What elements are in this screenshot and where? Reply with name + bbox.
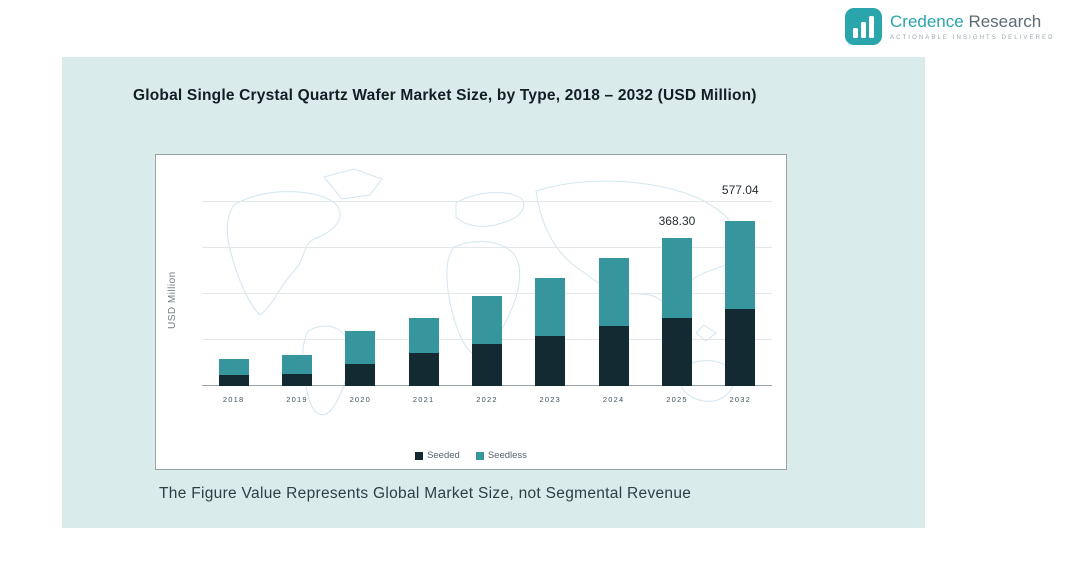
bar-segment-seedless-2022 — [471, 296, 502, 344]
x-axis-label-2021: 2021 — [412, 395, 435, 404]
bar-chart-logo-icon — [845, 8, 882, 45]
legend-swatch-seeded — [415, 451, 424, 460]
bar-2023 — [535, 278, 566, 386]
bar-group-2025: 368.30 2025 — [645, 155, 708, 404]
footnote: The Figure Value Represents Global Marke… — [159, 485, 692, 502]
bar-segment-seeded-2020 — [345, 364, 376, 386]
bar-group-2020: 2020 — [329, 155, 392, 404]
bar-2022 — [471, 296, 502, 386]
brand-name-primary: Credence — [890, 12, 964, 31]
x-axis-label-2018: 2018 — [222, 395, 245, 404]
bar-segment-seeded-2032 — [725, 309, 756, 386]
x-axis-label-2019: 2019 — [286, 395, 308, 404]
brand-tagline: Actionable Insights Delivered — [890, 35, 1055, 41]
bar-group-2021: 2021 — [392, 155, 455, 404]
x-axis-label-2025: 2025 — [666, 395, 688, 404]
legend: Seeded Seedless — [156, 450, 786, 461]
bar-2018 — [218, 359, 249, 386]
legend-swatch-seedless — [475, 451, 484, 460]
data-label-2025: 368.30 — [658, 214, 696, 228]
bar-segment-seeded-2025 — [661, 318, 692, 386]
bar-segment-seedless-2024 — [598, 258, 629, 326]
x-axis-label-2020: 2020 — [349, 395, 372, 404]
bar-group-2018: 2018 — [202, 155, 265, 404]
legend-label-seeded: Seeded — [427, 450, 460, 461]
brand-name-secondary: Research — [968, 12, 1042, 31]
bar-segment-seedless-2019 — [281, 355, 312, 374]
x-axis-label-2032: 2032 — [729, 395, 752, 404]
bar-segment-seedless-2018 — [218, 359, 249, 375]
y-axis-title: USD Million — [167, 271, 178, 329]
x-axis-label-2022: 2022 — [476, 395, 498, 404]
bar-segment-seedless-2021 — [408, 318, 439, 353]
chart-plot-area: USD Million 2018 2019 2020 2021 2022 2023 2024… — [155, 154, 787, 470]
bars: 2018 2019 2020 2021 2022 2023 2024 368.30 2025 57… — [202, 155, 772, 404]
gridline — [202, 247, 772, 248]
brand-name: Credence Research — [890, 12, 1055, 32]
chart-title: Global Single Crystal Quartz Wafer Marke… — [133, 87, 757, 104]
data-label-2032: 577.04 — [721, 183, 759, 197]
x-axis-label-2023: 2023 — [539, 395, 562, 404]
legend-label-seedless: Seedless — [487, 450, 527, 461]
legend-item-seedless: Seedless — [475, 450, 527, 461]
bar-2025 — [661, 238, 692, 386]
bar-segment-seedless-2020 — [345, 331, 376, 364]
bar-segment-seeded-2018 — [218, 375, 249, 386]
bar-segment-seedless-2025 — [661, 238, 692, 318]
bar-segment-seedless-2023 — [535, 278, 566, 336]
bar-group-2023: 2023 — [519, 155, 582, 404]
bar-2032 — [725, 221, 756, 386]
bar-2019 — [281, 355, 312, 386]
gridline — [202, 293, 772, 294]
x-axis-label-2024: 2024 — [602, 395, 625, 404]
bar-segment-seeded-2019 — [281, 374, 312, 386]
bar-segment-seedless-2032 — [725, 221, 756, 309]
chart-panel: Global Single Crystal Quartz Wafer Marke… — [62, 57, 925, 528]
logo-text: Credence Research Actionable Insights De… — [890, 8, 1055, 41]
bar-2021 — [408, 318, 439, 386]
gridline — [202, 201, 772, 202]
bar-segment-seeded-2021 — [408, 353, 439, 386]
bar-group-2022: 2022 — [455, 155, 518, 404]
logo-bar-medium — [861, 22, 866, 38]
bar-segment-seeded-2022 — [471, 344, 502, 386]
bar-2024 — [598, 258, 629, 386]
bar-group-2024: 2024 — [582, 155, 645, 404]
bar-group-2019: 2019 — [265, 155, 328, 404]
logo-bar-small — [853, 28, 858, 38]
bar-segment-seeded-2024 — [598, 326, 629, 386]
bar-2020 — [345, 331, 376, 386]
logo-bar-large — [869, 16, 874, 38]
credence-research-logo: Credence Research Actionable Insights De… — [845, 8, 1055, 45]
plot-region: 2018 2019 2020 2021 2022 2023 2024 368.30 2025 57… — [202, 155, 772, 404]
bar-segment-seeded-2023 — [535, 336, 566, 386]
legend-item-seeded: Seeded — [415, 450, 460, 461]
bar-group-2032: 577.04 2032 — [709, 155, 772, 404]
